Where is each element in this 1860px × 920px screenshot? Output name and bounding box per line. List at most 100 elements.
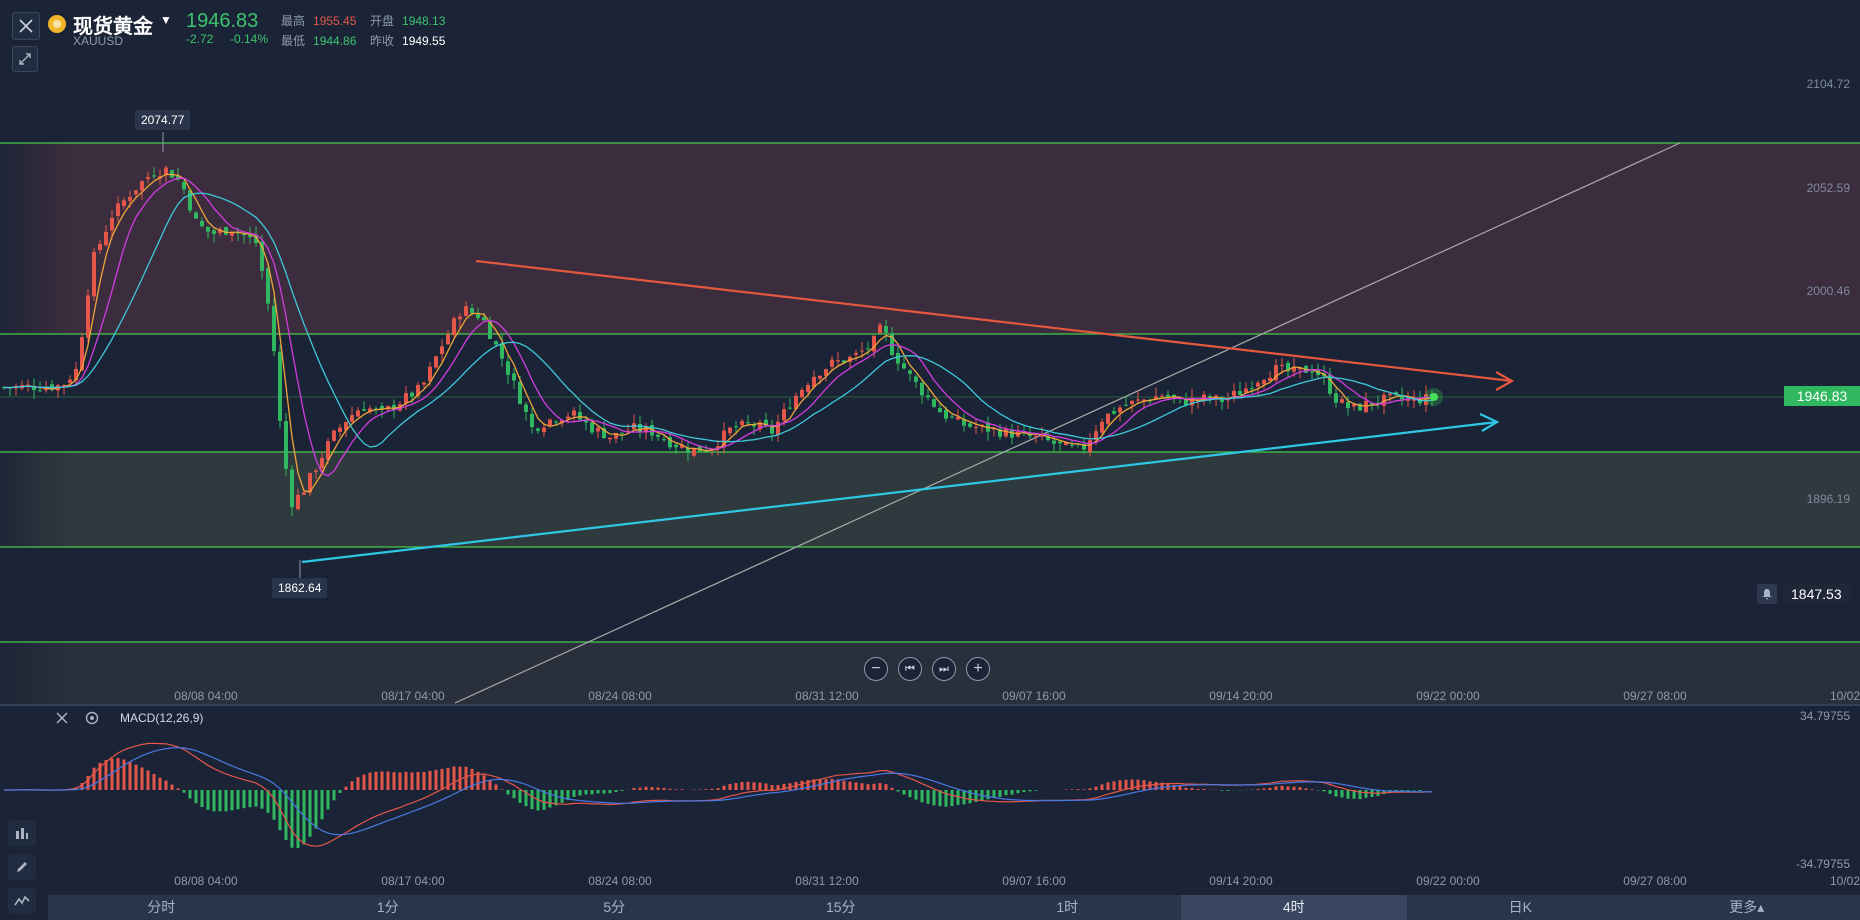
zoom-out-icon[interactable]: − (864, 657, 888, 681)
macd-close-button[interactable] (54, 710, 70, 726)
candle-body (686, 447, 690, 453)
price-alert[interactable]: 1847.53 (1757, 583, 1860, 605)
axes: 2104.72 2052.59 2000.46 1896.19 08/08 04:00 0… (174, 77, 1860, 888)
candle-body (842, 360, 846, 363)
level-lines[interactable] (0, 142, 1860, 643)
candle-body (542, 427, 546, 433)
candle-body (50, 384, 54, 390)
candle-body (884, 326, 888, 333)
macd-label: MACD(12,26,9) (120, 711, 204, 725)
candle-body (1280, 364, 1284, 366)
tab-daily[interactable]: 日K (1508, 899, 1532, 915)
candle-body (338, 427, 342, 432)
macd-axis-top: 34.79755 (1800, 709, 1850, 723)
live-price-glow (1425, 388, 1443, 406)
tab-1min[interactable]: 1分 (376, 899, 399, 915)
candle-body (872, 335, 876, 352)
candle-body (1130, 400, 1134, 405)
grey-trend-line[interactable] (454, 142, 1681, 704)
candle-body (1124, 404, 1128, 406)
macd-dif-line (4, 742, 1432, 847)
candle-body (740, 421, 744, 426)
candle-body (896, 352, 900, 364)
candle-body (128, 196, 132, 201)
candle-body (638, 423, 642, 432)
candle-body (1070, 444, 1074, 446)
candle-body (968, 423, 972, 427)
candle-body (746, 422, 750, 424)
candle-body (1262, 380, 1266, 385)
candle-body (494, 341, 498, 345)
candle-body (644, 426, 648, 433)
macd-time-axis-label: 09/27 08:00 (1623, 874, 1687, 888)
chart-type-button[interactable] (8, 820, 36, 846)
candle-body (194, 212, 198, 219)
current-price-tag: 1946.83 (1784, 386, 1860, 406)
candle-body (440, 346, 444, 355)
candle-body (572, 410, 576, 416)
candle-body (1064, 442, 1068, 446)
candle-body (182, 182, 186, 190)
tab-1h[interactable]: 1时 (1056, 899, 1079, 915)
candle-body (38, 390, 42, 392)
candle-body (464, 306, 468, 316)
candle-body (344, 421, 348, 431)
step-forward-icon[interactable]: ⏭ (932, 657, 956, 681)
zoom-in-icon[interactable]: + (966, 657, 990, 681)
moving-average-line (3, 192, 1433, 448)
candle-body (908, 370, 912, 374)
tab-5min[interactable]: 5分 (603, 899, 626, 915)
tab-15min[interactable]: 15分 (825, 899, 856, 915)
resistance-trend-line[interactable] (475, 259, 1513, 383)
price-change-percent: -0.14% (230, 32, 269, 46)
candle-body (566, 416, 570, 419)
candle-body (650, 425, 654, 436)
tab-timeshare[interactable]: 分时 (147, 899, 176, 915)
candle-body (974, 426, 978, 428)
candle-body (1046, 435, 1050, 441)
candle-body (1034, 435, 1038, 437)
candle-body (596, 427, 600, 432)
macd-time-axis-label: 09/07 16:00 (1002, 874, 1066, 888)
candle-body (554, 421, 558, 423)
close-button[interactable] (12, 12, 40, 40)
candle-body (1142, 399, 1146, 402)
macd-settings-button[interactable] (84, 710, 100, 726)
step-back-icon[interactable]: ⏮ (898, 657, 922, 681)
candle-body (944, 409, 948, 419)
time-axis-label: 08/31 12:00 (795, 689, 859, 703)
candle-body (428, 366, 432, 382)
macd-dea-line (4, 747, 1432, 836)
candle-body (1274, 365, 1278, 381)
candle-body (230, 231, 234, 236)
bell-icon[interactable] (1757, 584, 1777, 604)
quote-header: 现货黄金 ▼ XAUUSD 1946.83 -2.72 -0.14% 最高 195… (0, 0, 1860, 72)
expand-button[interactable] (12, 46, 38, 72)
close-icon (56, 712, 68, 724)
candle-body (1328, 374, 1332, 394)
candle-body (476, 312, 480, 319)
candle-body (1010, 429, 1014, 438)
candle-body (110, 217, 114, 231)
candle-body (92, 251, 96, 297)
candle-body (200, 220, 204, 227)
tab-more[interactable]: 更多▴ (1729, 899, 1765, 915)
candle-body (992, 428, 996, 430)
candle-body (1406, 398, 1410, 401)
candle-body (716, 446, 720, 450)
candle-body (146, 177, 150, 180)
candle-body (1244, 388, 1248, 393)
tab-4h[interactable]: 4时 (1180, 895, 1407, 920)
candle-body (1106, 413, 1110, 424)
symbol-name[interactable]: 现货黄金 (73, 16, 153, 38)
caret-down-icon[interactable]: ▼ (160, 13, 172, 27)
indicator-button[interactable] (8, 888, 36, 914)
time-axis-label: 08/08 04:00 (174, 689, 238, 703)
macd-time-axis-label: 10/02 (1830, 874, 1860, 888)
support-trend-line[interactable] (301, 420, 1498, 564)
candle-body (1184, 399, 1188, 406)
pen-button[interactable] (8, 854, 36, 880)
candle-body (548, 419, 552, 426)
candle-body (116, 203, 120, 216)
